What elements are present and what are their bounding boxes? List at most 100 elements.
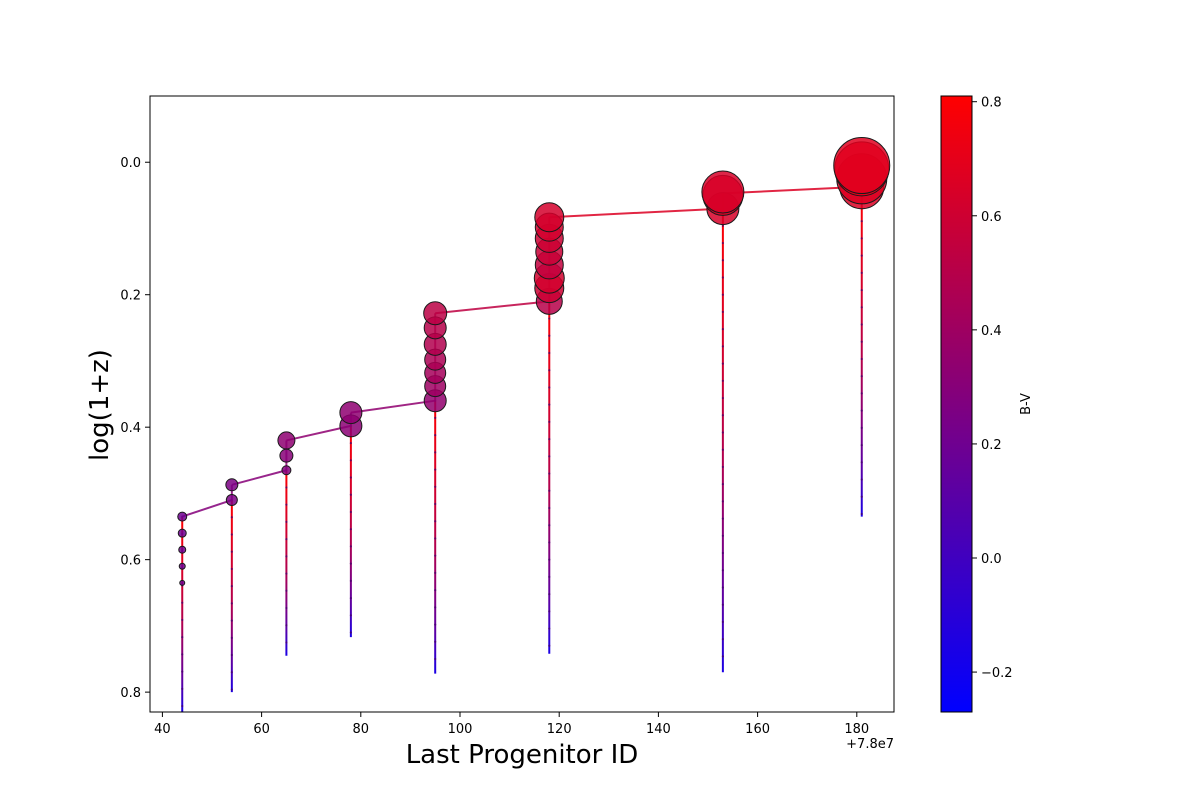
branch-point bbox=[721, 414, 724, 417]
branch-point bbox=[434, 520, 437, 523]
halo-marker bbox=[179, 579, 186, 586]
main-branch-segment bbox=[181, 499, 233, 518]
halo-marker bbox=[178, 545, 187, 554]
branch-point bbox=[860, 220, 863, 223]
branch-point bbox=[721, 362, 724, 365]
branch-point bbox=[434, 554, 437, 557]
branch-point bbox=[181, 618, 184, 622]
main-branch-segment bbox=[231, 469, 287, 486]
halo-marker bbox=[225, 494, 238, 507]
colorbar-tick-label: −0.2 bbox=[981, 666, 1013, 681]
branch-point bbox=[548, 575, 551, 578]
main-branch-segment bbox=[435, 300, 550, 315]
branch-point bbox=[181, 601, 184, 604]
branch-point bbox=[181, 704, 184, 708]
branch-point bbox=[548, 317, 551, 320]
branch-point bbox=[434, 502, 437, 506]
branch-point bbox=[181, 670, 184, 673]
branch-point bbox=[721, 483, 724, 486]
branch-point bbox=[860, 409, 863, 412]
branch-point bbox=[860, 237, 863, 240]
branch-point bbox=[721, 534, 724, 537]
branch-point bbox=[548, 506, 551, 510]
branch-point bbox=[721, 448, 724, 451]
main-branch-segment bbox=[350, 399, 436, 414]
plot-area bbox=[177, 137, 891, 712]
branch-point bbox=[721, 379, 724, 382]
branch-point bbox=[721, 259, 724, 262]
branch-point bbox=[860, 357, 863, 361]
branch-point bbox=[434, 416, 437, 420]
x-tick-label: 160 bbox=[745, 722, 770, 737]
branch-point bbox=[548, 351, 551, 355]
branch-point bbox=[434, 623, 437, 626]
branch-point bbox=[285, 606, 288, 610]
branch-point bbox=[860, 271, 863, 274]
branch-point bbox=[721, 431, 724, 434]
branch-point bbox=[349, 579, 352, 582]
branch-point bbox=[434, 468, 437, 471]
branch-point bbox=[548, 489, 551, 492]
branch-point bbox=[434, 589, 437, 592]
branch-point bbox=[434, 640, 437, 643]
branch-point bbox=[285, 572, 288, 575]
branch-point bbox=[721, 603, 724, 606]
x-axis-label: Last Progenitor ID bbox=[406, 740, 639, 770]
halo-marker bbox=[177, 528, 187, 538]
branch-point bbox=[434, 537, 437, 540]
halo-marker bbox=[423, 301, 448, 326]
y-tick-label: 0.0 bbox=[120, 156, 141, 171]
branch-point bbox=[230, 516, 233, 519]
branch-point bbox=[349, 510, 352, 514]
branch-point bbox=[860, 340, 863, 343]
branch-point bbox=[349, 631, 352, 634]
branch-point bbox=[860, 375, 863, 378]
branch-point bbox=[548, 524, 551, 527]
colorbar bbox=[940, 95, 973, 713]
halo-marker bbox=[281, 465, 292, 476]
x-tick-label: 60 bbox=[253, 722, 270, 737]
branch-point bbox=[181, 653, 184, 656]
branch-point bbox=[548, 403, 551, 406]
branch-point bbox=[548, 541, 551, 544]
branch-point bbox=[548, 644, 551, 647]
branch-point bbox=[434, 451, 437, 454]
y-tick-label: 0.4 bbox=[120, 421, 141, 436]
branch-point bbox=[548, 610, 551, 613]
branch-point bbox=[349, 562, 352, 565]
x-tick-label: 180 bbox=[844, 722, 869, 737]
branch-point bbox=[721, 310, 724, 314]
x-tick-label: 40 bbox=[154, 722, 171, 737]
branch-point bbox=[721, 465, 724, 469]
y-tick-label: 0.2 bbox=[120, 289, 141, 304]
colorbar-tick-label: 0.2 bbox=[981, 438, 1002, 453]
branch-point bbox=[285, 555, 288, 558]
branch-point bbox=[349, 493, 352, 496]
halo-marker bbox=[701, 170, 745, 214]
branch-point bbox=[230, 585, 233, 588]
branch-point bbox=[548, 558, 551, 561]
colorbar-tick-label: 0.6 bbox=[981, 210, 1002, 225]
branch-point bbox=[230, 533, 233, 536]
colorbar-tick-label: 0.0 bbox=[981, 552, 1002, 567]
y-axis-label: log(1+z) bbox=[85, 349, 115, 461]
branch-point bbox=[285, 589, 288, 592]
branch-point bbox=[721, 276, 724, 279]
y-tick-label: 0.8 bbox=[120, 686, 141, 701]
branch-point bbox=[230, 619, 233, 622]
branch-point bbox=[230, 567, 233, 571]
branch-point bbox=[285, 624, 288, 627]
branch-point bbox=[721, 293, 724, 296]
branch-point bbox=[434, 606, 437, 609]
branch-point bbox=[349, 545, 352, 548]
branch-point bbox=[721, 517, 724, 520]
colorbar-tick-label: 0.4 bbox=[981, 324, 1002, 339]
branch-point bbox=[230, 636, 233, 639]
branch-point bbox=[721, 655, 724, 658]
halo-marker bbox=[339, 401, 363, 425]
branch-point bbox=[860, 392, 863, 395]
branch-point bbox=[860, 461, 863, 464]
branch-point bbox=[860, 288, 863, 292]
branch-point bbox=[349, 476, 352, 479]
